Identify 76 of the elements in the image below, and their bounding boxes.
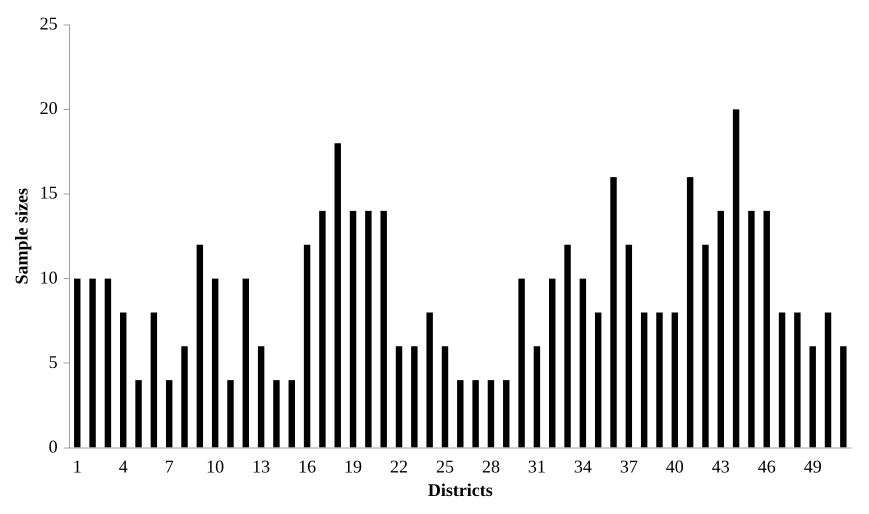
bar bbox=[166, 380, 172, 448]
y-tick-label: 5 bbox=[48, 352, 58, 372]
bar bbox=[442, 346, 448, 448]
bar bbox=[748, 210, 755, 448]
bar bbox=[732, 109, 740, 448]
bar bbox=[319, 210, 326, 448]
bar bbox=[74, 278, 80, 448]
x-tick-label: 49 bbox=[804, 456, 822, 476]
bar bbox=[196, 244, 204, 448]
x-tick-label: 7 bbox=[164, 456, 174, 476]
bar bbox=[809, 346, 816, 448]
bar bbox=[564, 244, 571, 448]
x-tick-label: 34 bbox=[574, 456, 592, 476]
y-tick-label: 15 bbox=[40, 182, 58, 203]
y-tick-label: 10 bbox=[40, 267, 58, 288]
x-tick-label: 10 bbox=[206, 456, 224, 476]
x-tick-label: 4 bbox=[118, 456, 128, 476]
x-tick-label: 28 bbox=[482, 456, 500, 476]
x-tick-label: 37 bbox=[620, 456, 638, 476]
bar bbox=[610, 177, 617, 448]
bar bbox=[380, 210, 387, 448]
bar bbox=[518, 278, 525, 448]
bar bbox=[89, 278, 96, 448]
bar bbox=[242, 278, 250, 448]
x-axis-title: Districts bbox=[428, 480, 493, 500]
x-tick-label: 25 bbox=[436, 456, 454, 476]
bar bbox=[764, 210, 770, 448]
x-tick-label: 13 bbox=[252, 456, 270, 476]
bar bbox=[212, 278, 218, 448]
bar bbox=[258, 346, 264, 448]
bar bbox=[426, 312, 433, 448]
bar bbox=[350, 210, 356, 448]
bar bbox=[534, 346, 540, 448]
bar bbox=[227, 380, 234, 448]
bar bbox=[365, 210, 372, 448]
x-tick-label: 43 bbox=[712, 456, 730, 476]
x-tick-label: 40 bbox=[666, 456, 684, 476]
bar bbox=[396, 346, 402, 448]
bar bbox=[718, 210, 724, 448]
bar bbox=[594, 312, 602, 448]
bar bbox=[104, 278, 112, 448]
bar bbox=[794, 312, 801, 448]
bar bbox=[672, 312, 678, 448]
x-tick-label: 22 bbox=[390, 456, 408, 476]
bar bbox=[686, 177, 694, 448]
x-tick-label: 31 bbox=[528, 456, 546, 476]
bar bbox=[488, 380, 494, 448]
bar bbox=[135, 380, 142, 448]
y-tick-label: 20 bbox=[40, 98, 58, 118]
x-tick-label: 19 bbox=[344, 456, 362, 476]
y-tick-label: 0 bbox=[48, 436, 58, 457]
bar bbox=[824, 312, 832, 448]
x-tick-label: 1 bbox=[72, 456, 82, 476]
bar bbox=[457, 380, 464, 448]
bar bbox=[840, 346, 847, 448]
bar bbox=[411, 346, 418, 448]
bar bbox=[150, 312, 158, 448]
bar bbox=[549, 278, 556, 448]
bar bbox=[334, 143, 341, 448]
bar bbox=[656, 312, 663, 448]
y-tick-label: 25 bbox=[40, 14, 58, 34]
bar bbox=[778, 312, 786, 448]
bar bbox=[288, 380, 295, 448]
bar bbox=[626, 244, 632, 448]
y-axis-title: Sample sizes bbox=[11, 188, 32, 285]
bar bbox=[702, 244, 709, 448]
bar bbox=[304, 244, 310, 448]
x-tick-label: 46 bbox=[758, 456, 776, 476]
bar bbox=[181, 346, 188, 448]
bar bbox=[472, 380, 479, 448]
bar bbox=[640, 312, 648, 448]
x-tick-label: 16 bbox=[298, 456, 316, 476]
bar bbox=[120, 312, 126, 448]
bar bbox=[580, 278, 586, 448]
bar bbox=[273, 380, 280, 448]
bar bbox=[503, 380, 510, 448]
